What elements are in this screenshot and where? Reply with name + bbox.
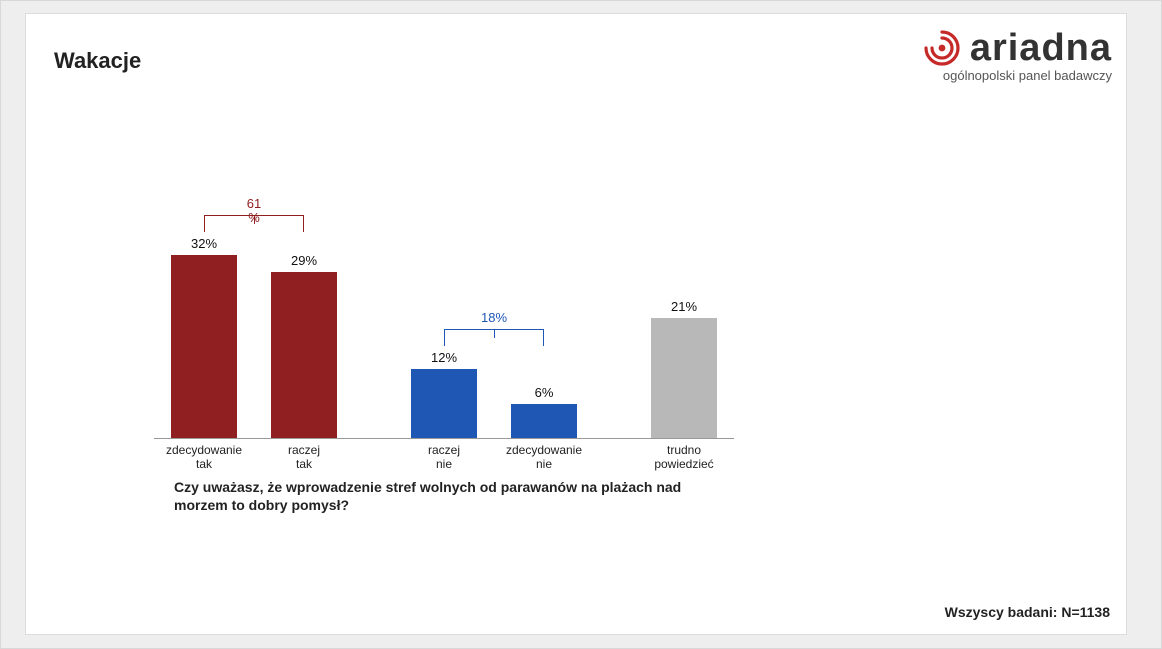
bar [271,272,337,438]
logo-row: ariadna [920,26,1112,70]
bar [171,255,237,438]
page-root: Wakacje ariadna ogólnopolski panel badaw… [0,0,1162,649]
category-label: zdecydowanie tak [154,443,254,472]
chart-brackets: 61%18% [154,184,734,218]
report-card: Wakacje ariadna ogólnopolski panel badaw… [25,13,1127,635]
bar [651,318,717,438]
category-gap [594,443,634,472]
chart-bars-row: 32% 29% 12% 6% 21% [154,218,754,438]
bar-cell: 12% [394,350,494,438]
bar-cell: 32% [154,236,254,438]
bar [511,404,577,438]
chart-category-row: zdecydowanie takraczej tak raczej niezdec… [154,443,754,472]
page-title: Wakacje [54,48,141,74]
category-label: trudno powiedzieć [634,443,734,472]
category-gap [354,443,394,472]
logo-subtitle: ogólnopolski panel badawczy [920,68,1112,83]
bracket-label: 61 [247,196,261,211]
bar-value-label: 12% [431,350,457,365]
bar-value-label: 29% [291,253,317,268]
category-label: raczej nie [394,443,494,472]
bar-value-label: 32% [191,236,217,251]
bar-value-label: 6% [535,385,554,400]
brand-logo: ariadna ogólnopolski panel badawczy [920,26,1112,83]
category-label: raczej tak [254,443,354,472]
chart-axis [154,438,734,439]
bar-cell: 21% [634,299,734,438]
bar-value-label: 21% [671,299,697,314]
logo-word: ariadna [970,27,1112,70]
bar-cell: 29% [254,253,354,438]
bar-chart: 61%18% 32%29%12%6%21% zdecydowanie takra… [154,184,754,472]
category-label: zdecydowanie nie [494,443,594,472]
bar-cell: 6% [494,385,594,438]
spiral-mark-icon [920,26,964,70]
survey-question: Czy uważasz, że wprowadzenie stref wolny… [174,478,694,514]
footer-note: Wszyscy badani: N=1138 [945,604,1110,620]
bar [411,369,477,438]
